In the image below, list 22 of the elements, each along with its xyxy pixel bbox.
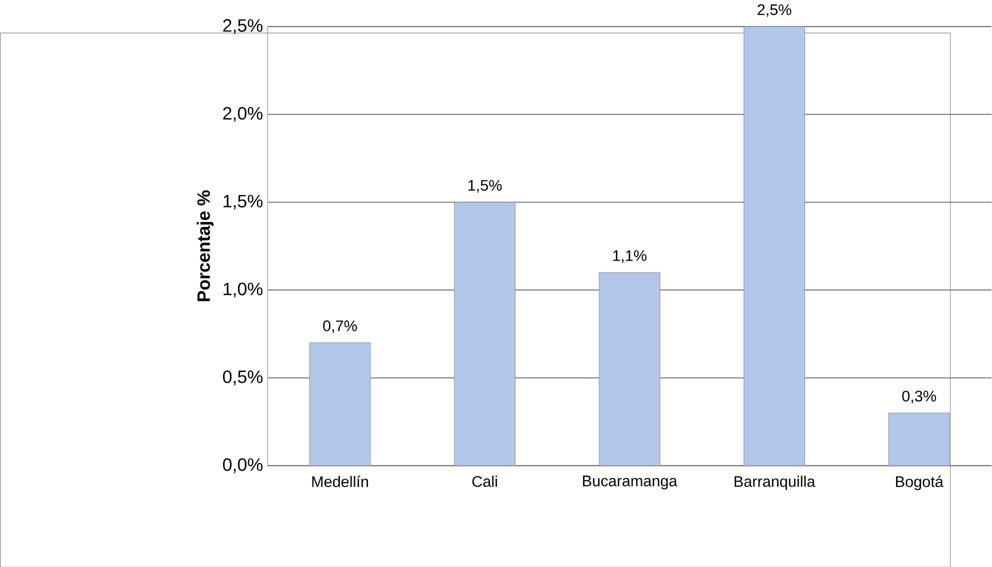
bar (309, 342, 371, 466)
data-label: 2,5% (758, 4, 792, 17)
bar (454, 202, 516, 466)
y-tick-label: 0,0% (223, 458, 262, 473)
y-tick-label: 0,5% (223, 370, 262, 386)
x-tick-label: Bucaramanga (583, 476, 678, 490)
x-tick-label: Cali (472, 476, 497, 487)
x-tick-label: Bogotá (896, 476, 944, 490)
data-label: 0,7% (323, 320, 357, 333)
bar (744, 26, 805, 466)
x-tick-label: Medellín (312, 476, 368, 487)
bar (598, 272, 660, 466)
y-tick-label: 1,5% (224, 194, 262, 210)
data-label: 1,5% (468, 180, 502, 192)
bar (888, 412, 950, 466)
x-tick-label: Barranquilla (734, 476, 816, 490)
data-label: 1,1% (613, 250, 646, 263)
data-label: 0,3% (902, 390, 936, 404)
y-tick-label: 1,0% (224, 282, 262, 298)
y-tick-label: 2,0% (223, 106, 262, 122)
y-tick-label: 2,5% (223, 18, 262, 34)
y-axis-title: Porcentaje % (196, 190, 214, 301)
